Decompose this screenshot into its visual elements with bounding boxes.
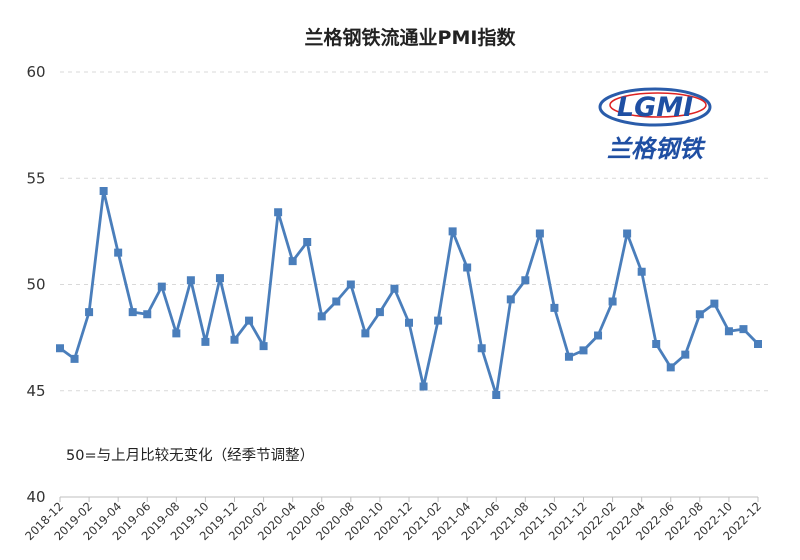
data-point-marker	[405, 318, 413, 327]
data-point-marker	[550, 303, 559, 312]
data-point-marker	[128, 308, 137, 317]
chart-title: 兰格钢铁流通业PMI指数	[305, 26, 517, 49]
y-tick-label: 55	[26, 169, 45, 187]
data-point-marker	[346, 280, 355, 289]
svg-text:LGMI: LGMI	[617, 92, 693, 123]
data-point-marker	[274, 208, 283, 217]
data-point-marker	[375, 308, 384, 317]
data-point-marker	[477, 344, 486, 353]
data-point-marker	[157, 282, 166, 291]
data-point-marker	[201, 337, 210, 346]
data-point-marker	[85, 308, 94, 317]
y-tick-label: 40	[26, 488, 45, 506]
data-point-marker	[754, 340, 762, 348]
data-point-marker	[419, 382, 428, 391]
data-point-marker	[521, 276, 530, 285]
data-point-marker	[56, 344, 64, 353]
data-point-marker	[361, 329, 370, 338]
data-point-marker	[434, 316, 443, 325]
data-point-marker	[114, 248, 123, 257]
data-point-marker	[724, 327, 733, 336]
data-point-marker	[681, 350, 690, 359]
y-tick-label: 60	[26, 63, 45, 81]
data-point-marker	[230, 335, 239, 344]
data-point-marker	[172, 329, 181, 338]
data-point-marker	[332, 297, 341, 306]
data-point-marker	[303, 238, 312, 246]
data-point-marker	[695, 310, 704, 319]
data-point-marker	[492, 391, 501, 399]
y-tick-label: 50	[26, 276, 45, 294]
data-point-marker	[288, 257, 297, 266]
chart-annotation: 50=与上月比较无变化（经季节调整）	[66, 446, 314, 464]
data-point-marker	[245, 316, 254, 325]
data-point-marker	[739, 325, 748, 334]
data-point-marker	[652, 340, 661, 348]
pmi-series-line	[59, 189, 760, 397]
data-point-marker	[99, 187, 108, 195]
data-point-marker	[463, 263, 472, 272]
data-point-marker	[666, 363, 675, 372]
data-point-marker	[535, 229, 544, 238]
data-point-marker	[390, 284, 399, 293]
data-point-marker	[564, 352, 573, 361]
data-point-marker	[448, 227, 457, 236]
lgmi-logo: LGMI 兰格钢铁	[598, 87, 712, 163]
data-point-marker	[594, 331, 603, 340]
data-point-marker	[506, 295, 515, 304]
data-point-marker	[637, 267, 646, 276]
data-point-marker	[710, 299, 719, 308]
svg-text:兰格钢铁: 兰格钢铁	[607, 135, 706, 163]
data-point-marker	[317, 312, 326, 321]
y-tick-label: 45	[26, 382, 45, 400]
data-point-marker	[579, 346, 588, 355]
data-point-marker	[186, 276, 195, 285]
data-point-marker	[623, 229, 632, 238]
data-point-marker	[608, 297, 617, 306]
data-point-marker	[143, 310, 152, 319]
data-point-marker	[259, 342, 268, 351]
data-point-marker	[215, 274, 224, 283]
data-point-marker	[70, 354, 79, 363]
